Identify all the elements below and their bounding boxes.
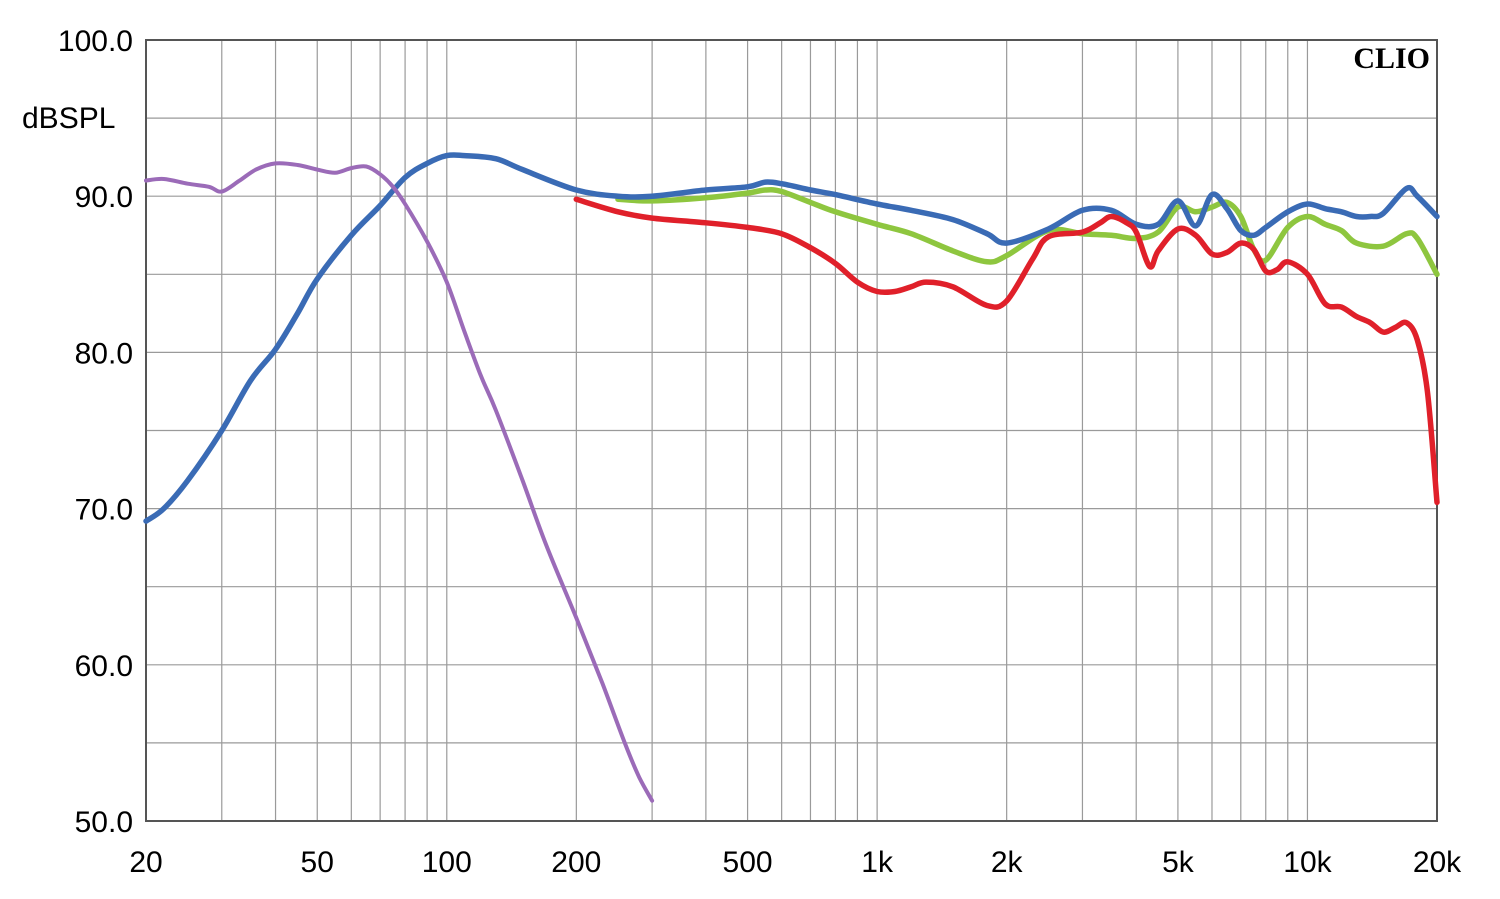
series-line-3 [144, 161, 655, 803]
x-tick-label: 5k [1162, 846, 1195, 879]
y-axis-ticks: 100.0 90.0 80.0 70.0 60.0 50.0 [58, 25, 133, 839]
y-tick-label: 80.0 [75, 337, 133, 370]
y-tick-label: 100.0 [58, 25, 133, 58]
y-axis-label: dBSPL [22, 102, 115, 135]
x-tick-label: 50 [301, 846, 334, 879]
x-tick-label: 100 [422, 846, 472, 879]
x-tick-label: 10k [1283, 846, 1332, 879]
series-lines [143, 152, 1440, 803]
x-tick-label: 500 [723, 846, 773, 879]
x-tick-label: 2k [991, 846, 1024, 879]
clio-brand-label: CLIO [1353, 42, 1430, 75]
x-tick-label: 20 [129, 846, 162, 879]
y-tick-label: 60.0 [75, 650, 133, 683]
x-tick-label: 1k [861, 846, 894, 879]
plot-area-frame [145, 39, 1438, 822]
series-line-2 [143, 152, 1440, 524]
x-tick-label: 200 [551, 846, 601, 879]
grid [145, 39, 1438, 822]
y-tick-label: 90.0 [75, 181, 133, 214]
x-axis-ticks: 20 50 100 200 500 1k 2k 5k 10k 20k [129, 846, 1462, 879]
x-tick-label: 20k [1413, 846, 1462, 879]
series-line-4 [573, 196, 1440, 506]
y-tick-label: 70.0 [75, 494, 133, 527]
series-line-1 [615, 187, 1440, 278]
y-tick-label: 50.0 [75, 806, 133, 839]
